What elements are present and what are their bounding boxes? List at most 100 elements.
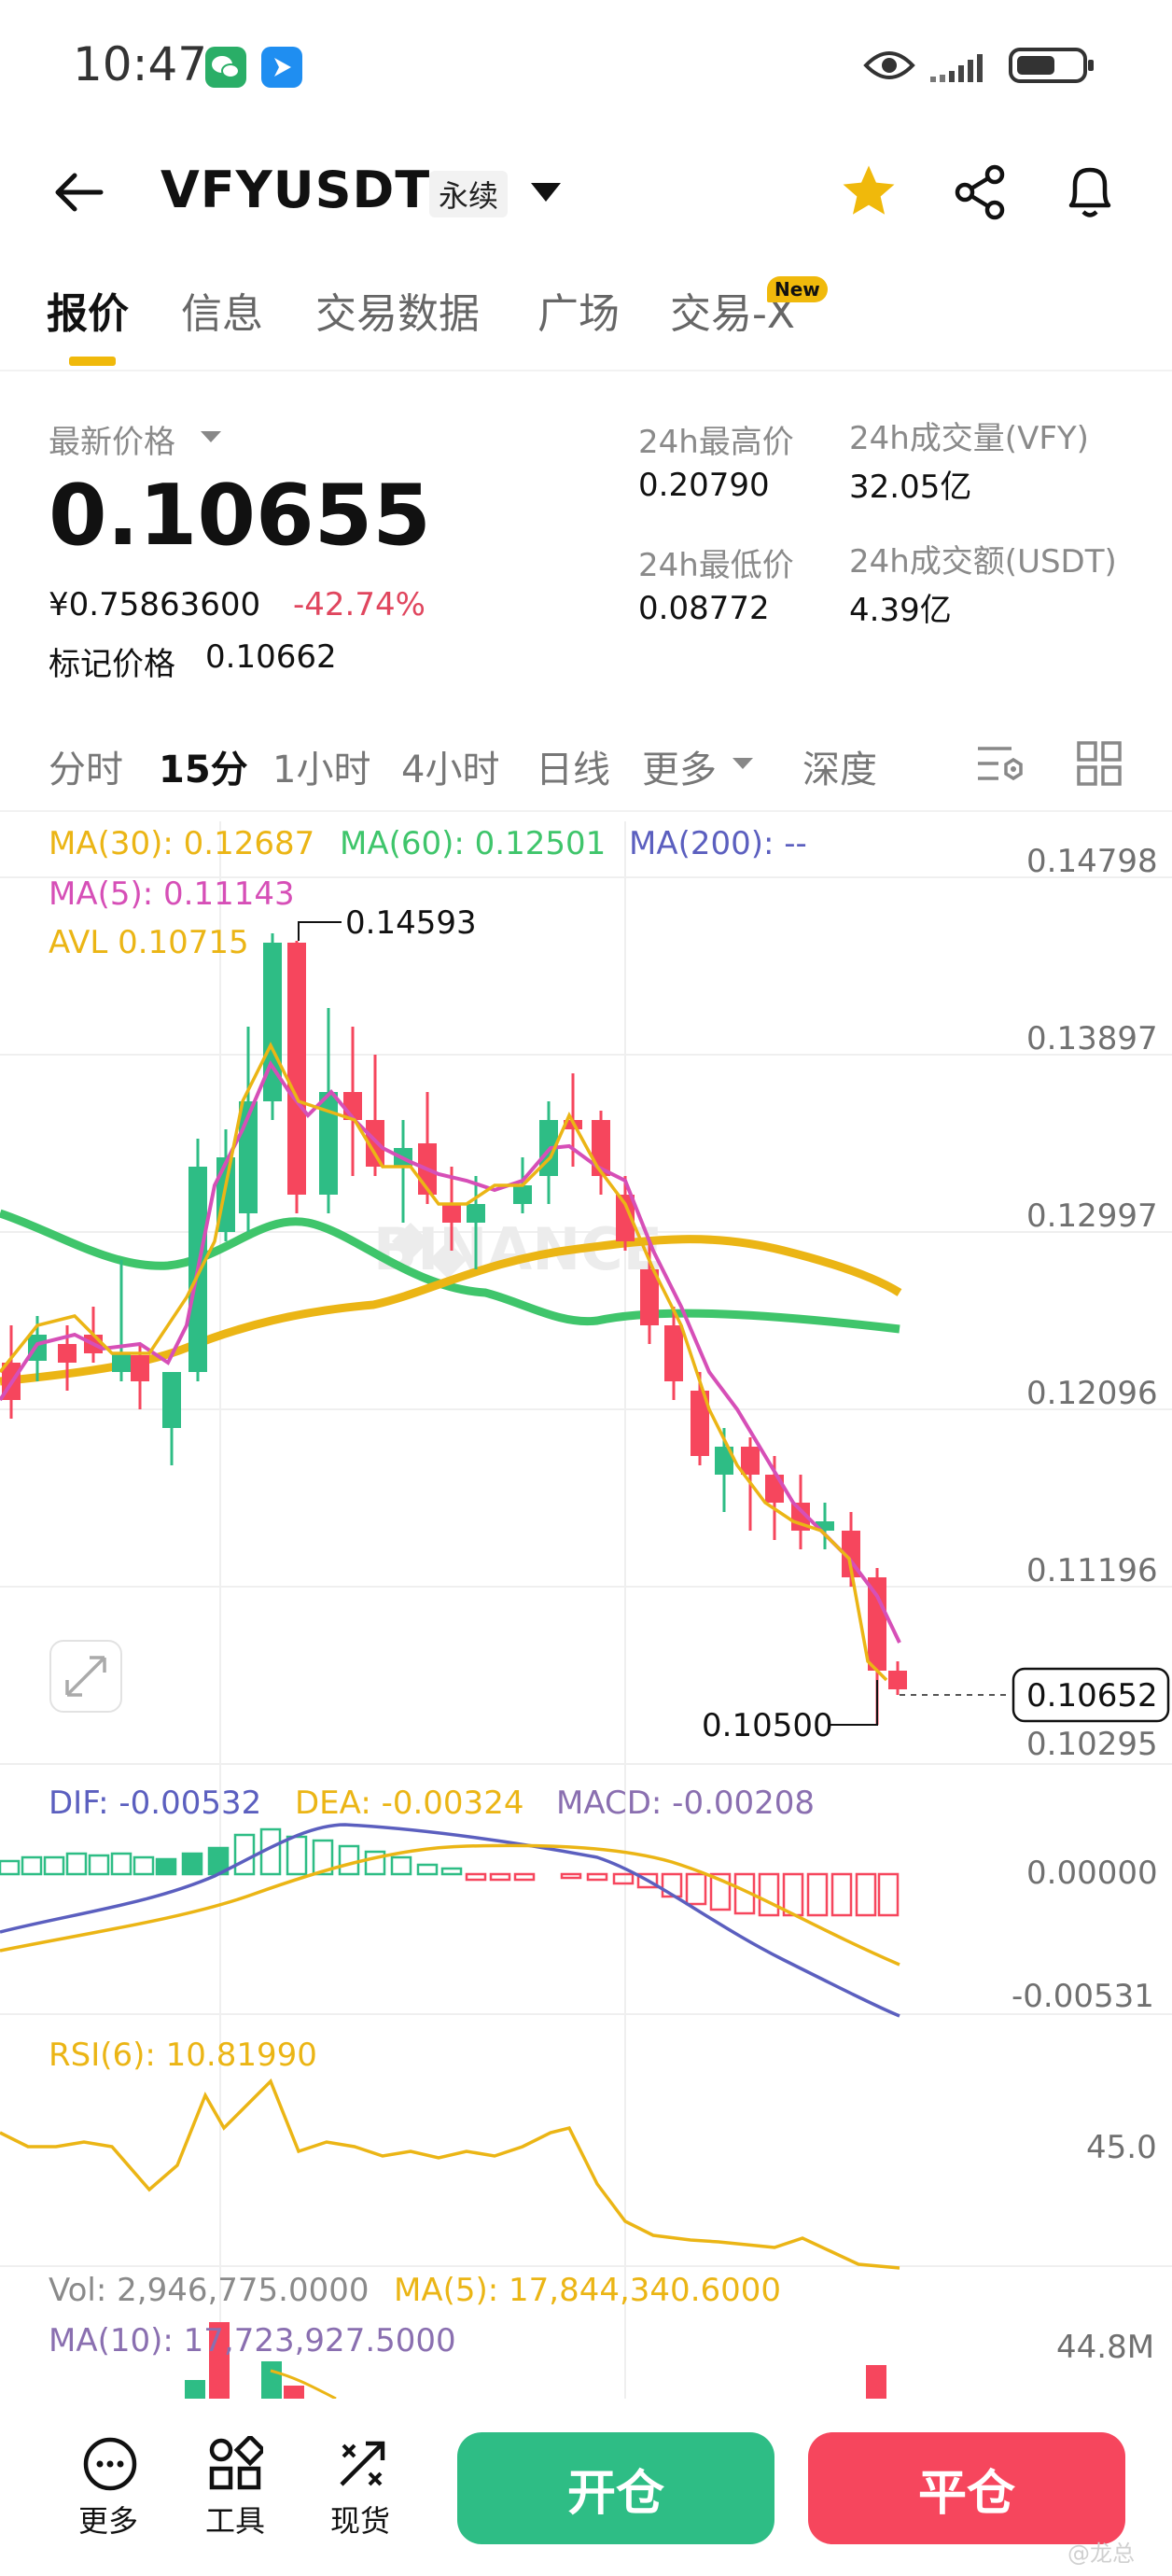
macd-bar bbox=[440, 1867, 463, 1876]
macd-bar bbox=[286, 1835, 308, 1876]
y-tick-5: 0.11196 bbox=[1026, 1552, 1158, 1589]
macd-bar bbox=[181, 1852, 203, 1876]
last-price-label[interactable]: 最新价格 bbox=[49, 424, 175, 461]
current-price-value: 0.10652 bbox=[1026, 1677, 1158, 1715]
macd-bar bbox=[312, 1839, 334, 1876]
macd-bar bbox=[465, 1872, 487, 1882]
volume-legend: Vol: 2,946,775.0000 bbox=[49, 2272, 370, 2309]
volume-bars bbox=[185, 2322, 886, 2399]
amount-24h: 4.39亿 bbox=[849, 592, 952, 629]
star-icon[interactable] bbox=[838, 161, 900, 226]
tab-trading-data[interactable]: 交易数据 bbox=[315, 290, 480, 338]
macd-bar bbox=[43, 1855, 65, 1876]
eye-icon bbox=[863, 47, 915, 88]
last-price-dropdown-icon[interactable] bbox=[198, 427, 224, 450]
interval-15m[interactable]: 15分 bbox=[159, 749, 248, 791]
pair-dropdown-icon[interactable] bbox=[527, 177, 565, 209]
candlesticks bbox=[2, 933, 907, 1725]
more-icon[interactable] bbox=[82, 2436, 138, 2496]
avl-legend: AVL 0.10715 bbox=[49, 924, 249, 961]
volume-ma10-legend: MA(10): 17,723,927.5000 bbox=[49, 2322, 456, 2359]
current-price-tag bbox=[1012, 1667, 1170, 1723]
rsi-legend: RSI(6): 10.81990 bbox=[49, 2037, 317, 2074]
interval-divider bbox=[0, 810, 1172, 812]
ma5-line bbox=[0, 1059, 901, 1644]
ma200-legend: MA(200): -- bbox=[629, 825, 807, 862]
amount-24h-label: 24h成交额(USDT) bbox=[849, 543, 1117, 581]
interval-1h[interactable]: 1小时 bbox=[272, 749, 371, 791]
macd-dif-line bbox=[0, 1823, 900, 2018]
open-position-button[interactable]: 开仓 bbox=[457, 2432, 774, 2544]
tab-quote[interactable]: 报价 bbox=[47, 290, 129, 338]
spot-icon[interactable] bbox=[334, 2436, 390, 2496]
battery-icon bbox=[1008, 45, 1097, 90]
interval-4h[interactable]: 4小时 bbox=[401, 749, 500, 791]
candle-body bbox=[640, 1269, 659, 1325]
tools-icon[interactable] bbox=[207, 2433, 267, 2496]
candle-body bbox=[442, 1204, 461, 1223]
candle-body bbox=[616, 1195, 635, 1241]
feishu-icon bbox=[261, 47, 302, 88]
kline-chart[interactable]: BINANCE 0.14593 0.10500 0.10652 0.14798 … bbox=[0, 812, 1172, 2399]
macd-bar bbox=[65, 1852, 88, 1876]
macd-dea-legend: DEA: -0.00324 bbox=[295, 1785, 524, 1822]
trading-pair[interactable]: VFYUSDT bbox=[160, 161, 431, 219]
depth-tab[interactable]: 深度 bbox=[802, 749, 877, 791]
y-tick-1: 0.14798 bbox=[1026, 843, 1158, 880]
macd-bar bbox=[21, 1855, 43, 1876]
macd-bar bbox=[612, 1872, 635, 1885]
candle-body bbox=[287, 943, 306, 1195]
share-icon[interactable] bbox=[952, 163, 1010, 225]
ma60-legend: MA(60): 0.12501 bbox=[340, 825, 607, 862]
candle-body bbox=[664, 1325, 683, 1381]
interval-more[interactable]: 更多 bbox=[642, 749, 717, 791]
macd-bar bbox=[661, 1872, 683, 1898]
candle-body bbox=[162, 1372, 181, 1428]
high-marker: 0.14593 bbox=[345, 904, 477, 942]
more-label[interactable]: 更多 bbox=[78, 2503, 139, 2539]
interval-daily[interactable]: 日线 bbox=[536, 749, 610, 791]
candle-body bbox=[691, 1391, 709, 1456]
more-dropdown-icon[interactable] bbox=[730, 754, 756, 777]
bell-icon[interactable] bbox=[1062, 161, 1118, 226]
y-tick-6: 0.10295 bbox=[1026, 1726, 1158, 1763]
candle-body bbox=[58, 1344, 77, 1363]
layout-grid-icon[interactable] bbox=[1075, 739, 1123, 791]
rsi-line bbox=[0, 2078, 900, 2270]
macd-bar bbox=[560, 1872, 582, 1880]
macd-bar bbox=[0, 1859, 21, 1876]
candle-body bbox=[816, 1521, 834, 1531]
macd-bar bbox=[806, 1872, 829, 1917]
volume-24h-label: 24h成交量(VFY) bbox=[849, 420, 1089, 457]
signal-icon bbox=[928, 49, 994, 90]
tab-info[interactable]: 信息 bbox=[181, 290, 263, 338]
mark-price-label: 标记价格 bbox=[49, 646, 175, 683]
indicator-settings-icon[interactable] bbox=[974, 739, 1026, 791]
y-tick-2: 0.13897 bbox=[1026, 1020, 1158, 1057]
macd-bar bbox=[877, 1872, 900, 1917]
active-tab-indicator bbox=[69, 357, 116, 366]
back-arrow-icon[interactable] bbox=[49, 166, 108, 222]
close-position-button[interactable]: 平仓 bbox=[808, 2432, 1125, 2544]
tab-square[interactable]: 广场 bbox=[537, 290, 620, 338]
user-watermark: @龙总 bbox=[1067, 2541, 1135, 2567]
macd-bar bbox=[685, 1872, 707, 1906]
high-24h: 0.20790 bbox=[638, 467, 770, 504]
macd-y-tick-1: 0.00000 bbox=[1026, 1855, 1158, 1892]
macd-bar bbox=[758, 1872, 780, 1917]
ma30-line bbox=[0, 1235, 902, 1386]
spot-label[interactable]: 现货 bbox=[330, 2503, 391, 2539]
last-price: 0.10655 bbox=[49, 467, 431, 565]
candle-body bbox=[467, 1204, 485, 1223]
interval-time[interactable]: 分时 bbox=[49, 749, 123, 791]
tools-label[interactable]: 工具 bbox=[205, 2503, 266, 2539]
macd-dif-legend: DIF: -0.00532 bbox=[49, 1785, 262, 1822]
y-tick-4: 0.12096 bbox=[1026, 1375, 1158, 1412]
change-percent: -42.74% bbox=[293, 586, 426, 623]
macd-bar bbox=[88, 1854, 110, 1876]
cny-price: ¥0.75863600 bbox=[49, 586, 261, 623]
macd-bar bbox=[513, 1872, 536, 1882]
macd-bar bbox=[782, 1872, 804, 1917]
wechat-icon bbox=[205, 47, 246, 88]
expand-chart-button[interactable] bbox=[49, 1640, 122, 1713]
